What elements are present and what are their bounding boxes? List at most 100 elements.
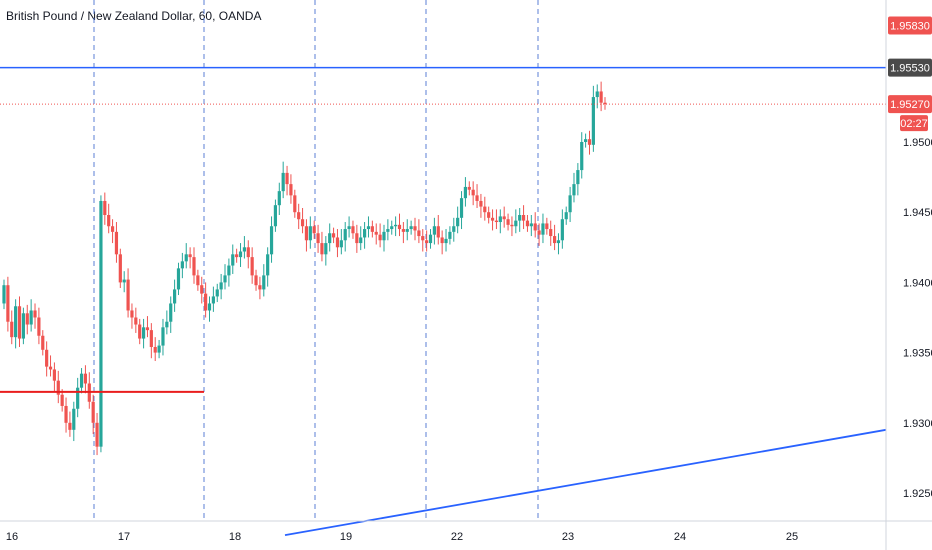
x-tick-label: 16 [6, 531, 18, 543]
candle-body [359, 237, 363, 244]
candle-body [41, 335, 45, 350]
trendline[interactable] [284, 428, 887, 537]
candle-body [475, 195, 479, 201]
candle-body [456, 217, 460, 227]
candle-body [308, 226, 312, 241]
candle-body [277, 191, 281, 206]
candle-body [76, 387, 80, 409]
candle-body [591, 97, 595, 145]
candle-body [366, 226, 371, 230]
candle-body [351, 226, 355, 234]
candle-body [188, 254, 192, 258]
candle-body [48, 366, 53, 370]
x-tick-label: 22 [451, 531, 463, 543]
candle-body [207, 303, 212, 311]
y-tick-label: 1.94500 [903, 207, 932, 219]
candle-body [347, 226, 351, 230]
candle-body [211, 296, 215, 304]
candle-body [425, 240, 429, 244]
candle-body [525, 220, 530, 227]
candle-body [107, 215, 111, 227]
candle-body [68, 422, 72, 430]
candle-body [180, 261, 184, 269]
candle-body [510, 224, 514, 227]
candle-body [192, 257, 196, 276]
candle-body [452, 226, 456, 232]
x-tick-label: 25 [786, 531, 798, 543]
candle-body [196, 275, 200, 286]
price-tag-text: 1.95270 [890, 99, 930, 111]
candle-body [157, 345, 161, 353]
vertical-dashed-lines [93, 0, 539, 521]
candle-body [541, 223, 545, 235]
candle-body [262, 275, 266, 290]
candles [2, 81, 607, 456]
candle-body [448, 231, 452, 239]
candle-body [2, 285, 6, 304]
candle-body [215, 289, 219, 297]
price-tag [888, 58, 932, 77]
candle-body [289, 184, 293, 196]
candle-body [235, 254, 239, 258]
x-tick-label: 19 [340, 531, 352, 543]
candle-body [281, 172, 285, 192]
candle-body [397, 224, 402, 230]
x-tick-label: 17 [118, 531, 130, 543]
candle-body [145, 327, 150, 331]
candle-body [91, 401, 95, 423]
candle-body [401, 229, 405, 232]
candle-body [471, 189, 475, 196]
candle-body [382, 231, 386, 241]
candle-body [231, 254, 235, 266]
candle-body [60, 394, 64, 406]
candle-body [490, 217, 495, 221]
candle-body [331, 233, 336, 238]
candle-body [545, 223, 549, 230]
candle-body [95, 422, 99, 447]
candle-body [110, 226, 115, 232]
price-tag-text: 1.95530 [890, 63, 930, 75]
candle-body [549, 229, 553, 237]
candle-body [487, 212, 491, 218]
candle-body [428, 234, 433, 244]
candle-body [514, 220, 518, 227]
candle-body [45, 349, 49, 367]
candle-body [141, 327, 146, 339]
candle-body [409, 226, 413, 230]
candle-body [254, 275, 258, 286]
candle-body [413, 226, 417, 231]
candle-body [184, 254, 188, 262]
candle-body [6, 285, 10, 322]
candle-body [103, 200, 107, 216]
candle-body [320, 243, 324, 255]
y-tick-label: 1.95000 [903, 137, 932, 149]
price-tag [888, 95, 932, 114]
candle-body [580, 142, 584, 171]
candle-body [355, 233, 359, 244]
candle-body [572, 184, 576, 196]
candle-body [204, 293, 208, 311]
candle-body [285, 172, 289, 185]
x-tick-label: 18 [229, 531, 241, 543]
candle-body [250, 257, 254, 276]
drawn-lines[interactable] [0, 66, 887, 537]
candle-body [483, 206, 487, 213]
candle-body [165, 321, 169, 328]
candle-body [138, 324, 142, 339]
price-tag [888, 16, 932, 35]
candle-body [297, 212, 301, 220]
candle-body [266, 254, 270, 276]
candle-body [335, 237, 340, 248]
y-tick-label: 1.93000 [903, 418, 932, 430]
candle-body [300, 219, 305, 227]
candle-body [64, 405, 68, 423]
candle-body [316, 233, 320, 244]
candle-body [378, 234, 382, 241]
candle-body [29, 310, 33, 325]
candle-body [25, 313, 29, 325]
candle-body [10, 321, 14, 338]
candle-body [444, 238, 448, 244]
